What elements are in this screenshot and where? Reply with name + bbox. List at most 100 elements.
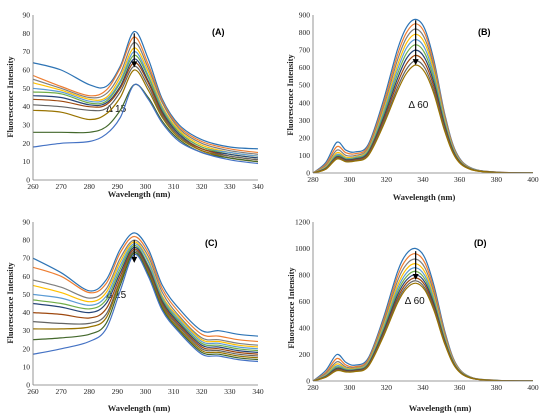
panel-c-x-tick-label: 300 <box>140 387 152 396</box>
panel-c-arrow-head <box>131 256 138 263</box>
panel-b-y-tick-label: 500 <box>299 81 311 90</box>
panel-a-x-tick-label: 320 <box>196 182 208 191</box>
panel-a-arrow-head <box>131 61 138 68</box>
panel-a-y-tick-label: 90 <box>23 11 31 20</box>
panel-b-y-tick-label: 900 <box>299 11 311 20</box>
panel-d-series-line <box>313 263 533 381</box>
panel-d-x-tick-label: 300 <box>344 383 356 392</box>
panel-d-y-tick-label: 400 <box>299 324 311 333</box>
panel-b-label: (B) <box>478 27 491 37</box>
panel-c-y-tick-label: 60 <box>23 272 31 281</box>
panel-c-x-tick-label: 310 <box>168 387 180 396</box>
panel-c-y-tick-label: 30 <box>23 326 31 335</box>
panel-c-y-tick-label: 90 <box>23 218 31 227</box>
panel-c-series-line <box>33 243 258 350</box>
panel-a-x-tick-label: 280 <box>84 182 96 191</box>
panel-c-series-line <box>33 246 258 353</box>
panel-c-x-tick-label: 340 <box>252 387 264 396</box>
panel-c-ylabel: Fluorescence Intensity <box>5 262 15 344</box>
panel-d-series-line <box>313 282 533 381</box>
panel-c-series-line <box>33 252 258 361</box>
panel-a-series-line <box>33 62 258 161</box>
panel-a-series-line <box>33 47 258 157</box>
panel-a-y-tick-label: 20 <box>23 139 31 148</box>
panel-a-y-tick-label: 40 <box>23 102 31 111</box>
panel-d-x-tick-label: 360 <box>454 383 466 392</box>
panel-a-series-line <box>33 41 258 155</box>
panel-c-y-tick-label: 70 <box>23 254 31 263</box>
panel-d: (D) Δ 60 Wavelength (nm) Fluorescence In… <box>286 218 539 414</box>
panel-d-y-tick-label: 1200 <box>295 218 310 227</box>
panel-d-ylabel: Fluorescence Intensity <box>286 267 296 349</box>
panel-a-series-line <box>33 54 258 159</box>
panel-b-ylabel: Fluorescence Intensity <box>285 54 295 136</box>
panel-b-y-tick-label: 200 <box>299 133 311 142</box>
panel-d-y-tick-label: 1000 <box>295 244 310 253</box>
panel-b: (B) Δ 60 Wavelength (nm) Fluorescence In… <box>285 11 539 203</box>
panel-d-x-tick-label: 340 <box>417 383 429 392</box>
panel-a-y-tick-label: 10 <box>23 157 31 166</box>
panel-b-arrow-head <box>412 59 419 66</box>
panel-c-series-line <box>33 241 258 348</box>
panel-a-y-tick-label: 60 <box>23 66 31 75</box>
panel-c-x-tick-label: 260 <box>27 387 39 396</box>
panel-b-lines <box>313 18 533 173</box>
panel-c-y-tick-label: 50 <box>23 290 31 299</box>
panel-b-x-tick-label: 400 <box>527 175 539 184</box>
panel-c-series-line <box>33 253 258 363</box>
panel-d-y-tick-label: 800 <box>299 271 311 280</box>
panel-b-x-tick-label: 360 <box>454 175 466 184</box>
panel-a-series-line <box>33 83 258 165</box>
panel-a-lines <box>33 30 258 165</box>
panel-d-y-tick-label: 600 <box>299 297 311 306</box>
panel-a-y-tick-label: 70 <box>23 47 31 56</box>
panel-a-y-tick-label: 0 <box>26 176 30 185</box>
panel-a-y-tick-label: 80 <box>23 29 31 38</box>
panel-a-ylabel: Fluorescence Intensity <box>5 56 15 138</box>
panel-c-xlabel: Wavelength (nm) <box>108 403 171 413</box>
panel-b-y-tick-label: 300 <box>299 116 311 125</box>
panel-d-xlabel: Wavelength (nm) <box>409 403 472 413</box>
panel-b-x-tick-label: 380 <box>491 175 503 184</box>
panel-b-x-tick-label: 280 <box>307 175 319 184</box>
panel-b-y-tick-label: 100 <box>299 151 311 160</box>
panel-a: (A) Δ 15 Wavelength (nm) Fluorescence In… <box>5 11 264 200</box>
panel-a-x-tick-label: 300 <box>140 182 152 191</box>
panel-a-label: (A) <box>212 27 225 37</box>
panel-c-series-line <box>33 248 258 355</box>
panel-c-x-tick-label: 270 <box>56 387 68 396</box>
panel-a-series-line <box>33 36 258 154</box>
panel-c-series-line <box>33 232 258 337</box>
panel-a-y-tick-label: 50 <box>23 84 31 93</box>
panel-a-x-tick-label: 260 <box>27 182 39 191</box>
panel-b-y-tick-label: 0 <box>306 169 310 178</box>
panel-c: (C) Δ 15 Wavelength (nm) Fluorescence In… <box>5 218 264 414</box>
panel-c-x-tick-label: 330 <box>224 387 236 396</box>
panel-a-x-tick-label: 270 <box>56 182 68 191</box>
panel-a-series-line <box>33 69 258 163</box>
panel-d-arrow-head <box>412 273 419 280</box>
panel-d-x-tick-label: 400 <box>527 383 539 392</box>
panel-c-y-tick-label: 0 <box>26 381 30 390</box>
panel-d-x-tick-label: 280 <box>307 383 319 392</box>
panel-b-series-line <box>313 60 533 173</box>
panel-a-delta: Δ 15 <box>106 104 126 115</box>
panel-d-x-tick-label: 320 <box>381 383 393 392</box>
panel-c-series-line <box>33 239 258 346</box>
panel-c-series-line <box>33 244 258 352</box>
panel-a-y-tick-label: 30 <box>23 121 31 130</box>
panel-b-x-tick-label: 320 <box>381 175 393 184</box>
panel-c-series-line <box>33 250 258 357</box>
panel-b-series-line <box>313 49 533 173</box>
panel-b-x-tick-label: 340 <box>417 175 429 184</box>
panel-b-y-tick-label: 400 <box>299 98 311 107</box>
panel-b-y-tick-label: 700 <box>299 46 311 55</box>
panel-a-x-tick-label: 290 <box>112 182 124 191</box>
panel-b-series-line <box>313 18 533 173</box>
panel-a-x-tick-label: 330 <box>224 182 236 191</box>
panel-a-series-line <box>33 51 258 157</box>
panel-c-series-line <box>33 235 258 343</box>
panel-d-label: (D) <box>474 238 487 248</box>
panel-a-x-tick-label: 340 <box>252 182 264 191</box>
